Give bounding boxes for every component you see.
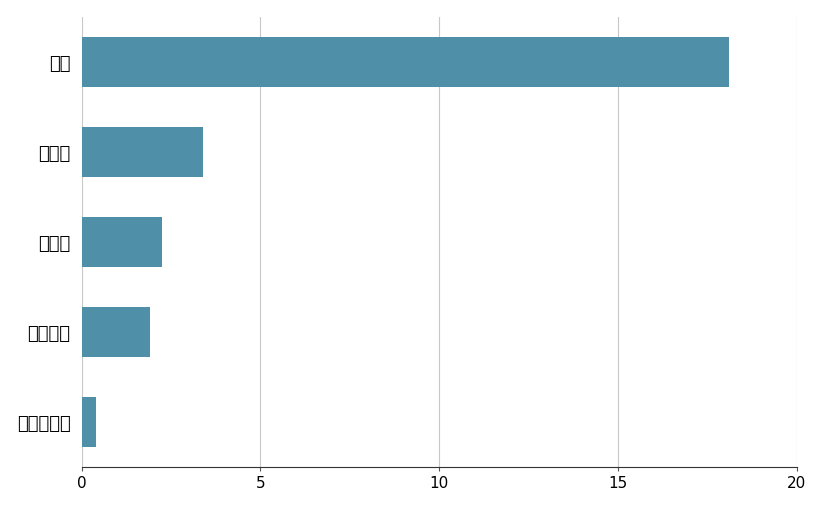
Bar	[81, 307, 150, 357]
Bar	[81, 37, 728, 87]
Bar	[81, 127, 202, 177]
Bar	[81, 217, 161, 267]
Bar	[81, 397, 96, 447]
